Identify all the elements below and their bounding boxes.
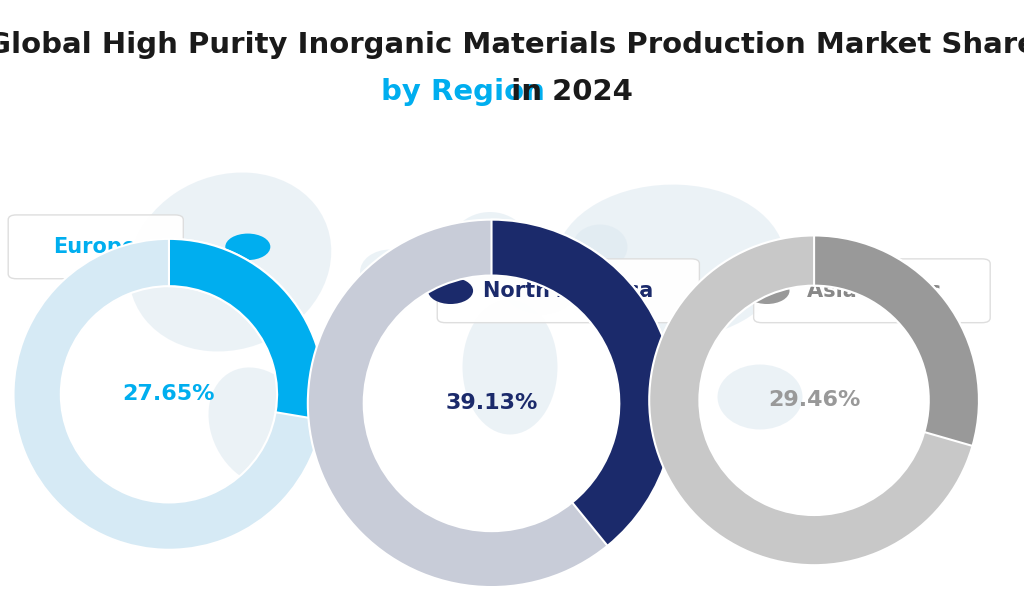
Ellipse shape xyxy=(718,364,803,429)
Text: 27.65%: 27.65% xyxy=(123,384,215,405)
Wedge shape xyxy=(169,239,325,420)
Text: 39.13%: 39.13% xyxy=(445,393,538,414)
Wedge shape xyxy=(308,220,675,587)
Ellipse shape xyxy=(572,225,628,270)
Text: 29.46%: 29.46% xyxy=(768,390,860,411)
FancyBboxPatch shape xyxy=(8,215,183,279)
FancyBboxPatch shape xyxy=(754,259,990,323)
Ellipse shape xyxy=(503,259,578,314)
Text: Global High Purity Inorganic Materials Production Market Share: Global High Purity Inorganic Materials P… xyxy=(0,31,1024,59)
Text: in 2024: in 2024 xyxy=(501,78,633,106)
Wedge shape xyxy=(649,235,979,565)
Text: North America: North America xyxy=(483,281,653,301)
Ellipse shape xyxy=(463,300,557,435)
Ellipse shape xyxy=(447,212,532,292)
Ellipse shape xyxy=(129,173,332,352)
Text: Asia Pacific: Asia Pacific xyxy=(807,281,940,301)
Wedge shape xyxy=(814,235,979,446)
Wedge shape xyxy=(492,220,675,546)
Text: by Region: by Region xyxy=(381,78,545,106)
Circle shape xyxy=(225,234,270,260)
Text: Europe: Europe xyxy=(52,237,136,257)
Ellipse shape xyxy=(209,367,311,486)
Ellipse shape xyxy=(555,185,785,340)
Circle shape xyxy=(744,278,790,304)
Ellipse shape xyxy=(360,249,420,294)
Circle shape xyxy=(428,278,473,304)
FancyBboxPatch shape xyxy=(437,259,699,323)
Wedge shape xyxy=(13,239,325,550)
